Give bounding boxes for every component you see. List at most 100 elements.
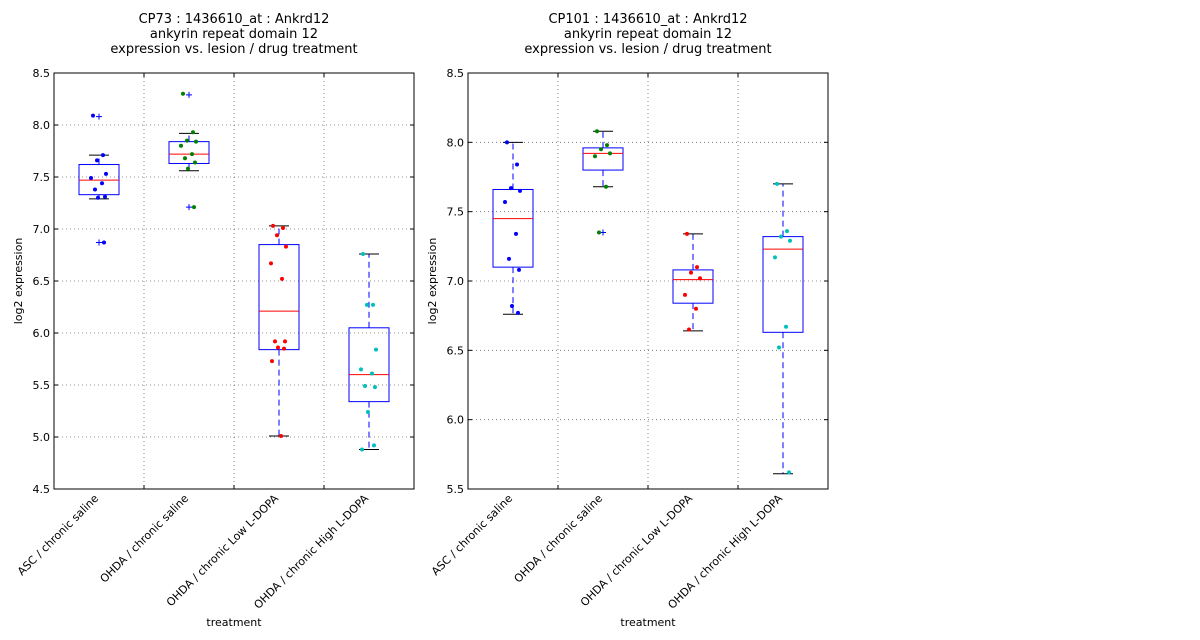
data-point: [683, 292, 687, 297]
box: [492, 188, 534, 268]
y-tick-label: 6.0: [33, 327, 51, 340]
data-point: [269, 261, 273, 266]
data-point: [359, 367, 363, 372]
data-point: [515, 162, 519, 167]
data-point: [503, 199, 507, 204]
y-tick-label: 7.5: [33, 171, 51, 184]
outlier-marker: [96, 239, 102, 246]
data-point: [96, 195, 100, 200]
data-point: [510, 303, 514, 308]
data-point: [608, 151, 612, 156]
box-group: [492, 141, 534, 315]
data-point: [103, 194, 107, 199]
data-point: [275, 233, 279, 238]
data-point: [785, 229, 789, 234]
data-point: [179, 143, 183, 148]
data-point: [270, 359, 274, 364]
box: [168, 141, 210, 164]
data-point: [102, 240, 106, 245]
data-point: [507, 256, 511, 261]
data-point: [777, 345, 781, 350]
data-point: [372, 443, 376, 448]
data-point: [186, 166, 190, 171]
data-point: [280, 276, 284, 281]
data-point: [100, 181, 104, 186]
data-point: [273, 339, 277, 344]
data-point: [517, 267, 521, 272]
box-group: [258, 225, 300, 437]
data-point: [284, 244, 288, 249]
y-tick-label: 5.5: [447, 483, 465, 496]
data-point: [687, 327, 691, 332]
y-tick-label: 6.0: [447, 414, 465, 427]
data-point: [191, 130, 195, 135]
box: [258, 244, 300, 351]
chart-title-line-1: CP73 : 1436610_at : Ankrd12: [139, 12, 330, 27]
data-point: [604, 184, 608, 189]
outlier-marker: [186, 204, 192, 211]
data-point: [694, 306, 698, 311]
y-axis-label: log2 expression: [12, 238, 25, 325]
x-axis-label: treatment: [620, 616, 676, 629]
data-point: [779, 234, 783, 239]
data-point: [370, 371, 374, 376]
x-tick-label: OHDA / chronic saline: [98, 492, 192, 586]
data-point: [599, 147, 603, 152]
y-tick-label: 7.0: [447, 275, 465, 288]
box-group: [78, 113, 120, 246]
data-point: [89, 176, 93, 181]
box-group: [168, 91, 210, 211]
outlier-marker: [186, 91, 192, 98]
chart-title-line-3: expression vs. lesion / drug treatment: [524, 42, 771, 57]
data-point: [788, 238, 792, 243]
data-point: [605, 143, 609, 148]
data-point: [593, 154, 597, 159]
x-tick-label: ASC / chronic saline: [15, 492, 101, 578]
data-point: [695, 265, 699, 270]
data-point: [91, 113, 95, 118]
data-point: [784, 324, 788, 329]
data-point: [282, 346, 286, 351]
chart-title-line-2: ankyrin repeat domain 12: [150, 27, 318, 42]
box: [762, 236, 804, 333]
x-axis-label: treatment: [206, 616, 262, 629]
y-tick-label: 5.0: [33, 431, 51, 444]
data-point: [595, 129, 599, 134]
data-point: [775, 181, 779, 186]
x-tick-label: ASC / chronic saline: [429, 492, 515, 578]
outlier-marker: [96, 113, 102, 120]
data-point: [192, 205, 196, 210]
data-point: [183, 156, 187, 161]
data-point: [193, 160, 197, 165]
box-group: [582, 130, 624, 236]
y-tick-label: 8.5: [33, 67, 51, 80]
data-point: [371, 302, 375, 307]
data-point: [281, 225, 285, 230]
data-point: [685, 231, 689, 236]
y-tick-label: 4.5: [33, 483, 51, 496]
data-point: [271, 223, 275, 228]
data-point: [279, 433, 283, 438]
box: [78, 164, 120, 196]
chart-title-line-1: CP101 : 1436610_at : Ankrd12: [548, 12, 747, 27]
y-tick-label: 8.0: [33, 119, 51, 132]
y-axis-label: log2 expression: [426, 238, 439, 325]
chart-title-line-3: expression vs. lesion / drug treatment: [110, 42, 357, 57]
box-group: [762, 183, 804, 475]
data-point: [101, 153, 105, 158]
data-point: [374, 347, 378, 352]
chart-title-line-2: ankyrin repeat domain 12: [564, 27, 732, 42]
data-point: [93, 187, 97, 192]
y-tick-label: 7.5: [447, 206, 465, 219]
data-point: [689, 270, 693, 275]
data-point: [773, 255, 777, 260]
y-tick-label: 8.5: [447, 67, 465, 80]
data-point: [698, 276, 702, 281]
data-point: [283, 339, 287, 344]
y-tick-label: 7.0: [33, 223, 51, 236]
data-point: [360, 447, 364, 452]
y-tick-label: 6.5: [447, 344, 465, 357]
